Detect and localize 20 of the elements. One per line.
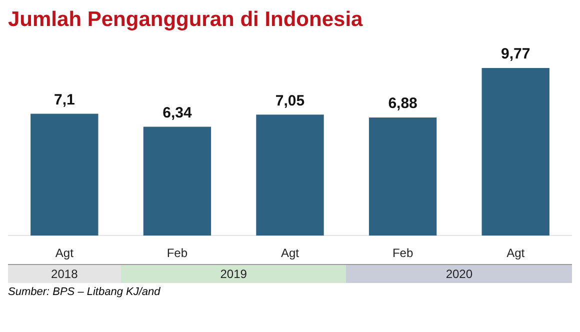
bar [256, 114, 324, 236]
x-tick-label: Agt [280, 246, 300, 260]
data-label: 7,1 [54, 91, 75, 108]
text: Sumber: BPS – Litbang KJ/and [8, 286, 162, 298]
data-label: 7,05 [275, 92, 305, 110]
bar [143, 126, 212, 236]
bar [482, 68, 550, 236]
x-tick-label: Feb [392, 246, 414, 260]
data-label: 6,34 [162, 104, 192, 122]
text: 2018 [8, 264, 121, 283]
bar [30, 114, 98, 236]
bar [368, 118, 437, 236]
x-tick-label: Agt [506, 246, 526, 260]
chart-title: Jumlah Pengangguran di Indonesia [8, 8, 364, 32]
text: 2019 [120, 264, 346, 283]
x-tick-label: Feb [166, 246, 188, 260]
data-label: 6,88 [388, 95, 418, 112]
x-tick-label: Agt [55, 246, 74, 260]
text: 2020 [346, 264, 572, 283]
data-label: 9,77 [501, 46, 530, 63]
